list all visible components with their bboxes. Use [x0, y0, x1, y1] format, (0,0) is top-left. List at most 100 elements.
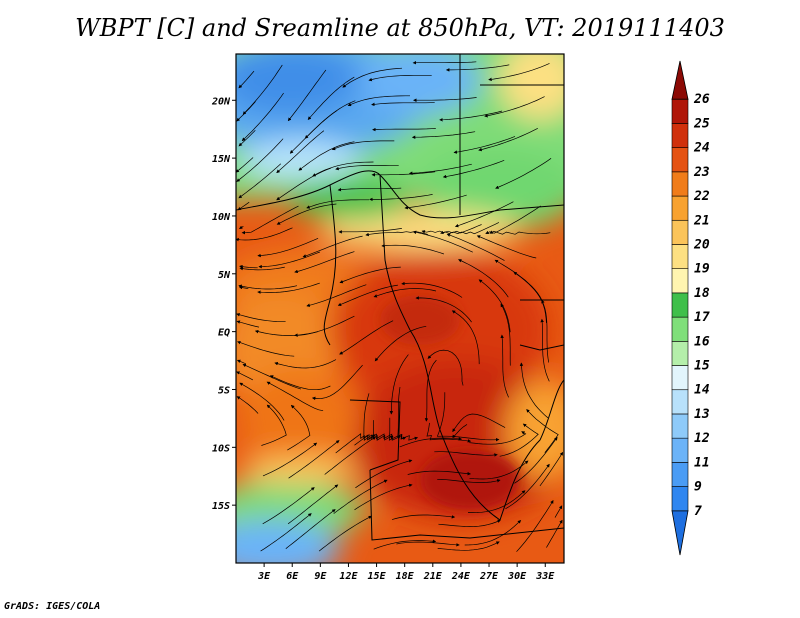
streamline	[407, 470, 471, 476]
streamline	[499, 423, 539, 457]
streamlines	[236, 60, 564, 552]
colorbar-label: 25	[693, 116, 710, 131]
longitude-axis: 3E 6E 9E 12E 15E 18E 21E 24E 27E 30E 33E	[257, 563, 555, 582]
streamline	[354, 483, 413, 511]
colorbar-swatch	[671, 268, 689, 294]
colorbar-label: 21	[693, 213, 710, 228]
streamline	[513, 271, 547, 323]
streamline	[304, 100, 356, 139]
streamline	[257, 282, 320, 294]
streamline	[335, 164, 399, 171]
colorbar-label: 16	[694, 334, 710, 349]
streamline	[258, 251, 321, 269]
lon-tick-label: 6E	[286, 571, 299, 582]
streamline	[446, 233, 505, 261]
colorbar-label: 15	[694, 359, 710, 374]
colorbar-label: 12	[694, 431, 710, 446]
colorbar-label: 13	[694, 407, 710, 422]
colorbar-swatch	[671, 219, 689, 245]
streamline	[239, 382, 285, 421]
streamline	[411, 131, 476, 139]
streamline	[369, 194, 433, 202]
lat-tick-label: 5N	[218, 270, 231, 281]
wbpt-shading	[236, 54, 564, 563]
streamline	[388, 417, 419, 441]
latitude-axis: 20N 15N 10N 5N EQ 5S 10S 15S	[211, 96, 236, 512]
streamline	[500, 303, 511, 366]
streamline	[519, 362, 549, 419]
colorbar-swatch	[671, 147, 689, 173]
streamline	[236, 157, 254, 173]
streamline	[257, 237, 319, 258]
streamline	[302, 235, 363, 258]
colorbar-swatch	[671, 171, 689, 197]
colorbar-swatch	[671, 389, 689, 415]
colorbar-label: 7	[694, 504, 702, 519]
streamline	[408, 163, 472, 175]
streamline	[371, 102, 435, 107]
streamline	[237, 201, 250, 211]
streamline	[342, 67, 403, 88]
streamline	[458, 259, 509, 298]
colorbar-label: 23	[693, 165, 710, 180]
lat-tick-label: 15N	[212, 154, 231, 165]
streamline	[298, 141, 355, 171]
streamline	[476, 235, 537, 259]
streamline	[495, 158, 552, 189]
colorbar-swatch	[671, 292, 689, 318]
lon-tick-label: 24E	[451, 571, 471, 582]
colorbar-low-arrow	[671, 510, 689, 556]
streamline	[239, 264, 258, 269]
streamline	[261, 404, 287, 446]
streamline	[262, 487, 315, 525]
lat-tick-label: EQ	[218, 328, 230, 339]
streamline	[260, 513, 312, 552]
colorbar-swatch	[671, 341, 689, 366]
streamline	[464, 520, 522, 546]
colorbar-label: 22	[693, 189, 710, 204]
streamline	[391, 514, 456, 520]
colorbar-swatch	[671, 123, 689, 148]
streamline	[339, 320, 394, 355]
streamline	[485, 205, 541, 234]
streamline	[241, 205, 299, 235]
streamline	[389, 354, 409, 415]
streamline	[238, 130, 256, 147]
streamline	[294, 251, 355, 274]
streamline	[484, 96, 545, 118]
streamline	[288, 440, 340, 479]
colorbar-label: 26	[693, 92, 710, 107]
streamline	[236, 396, 259, 414]
streamline	[238, 70, 255, 89]
streamline	[505, 463, 550, 510]
colorbar-high-arrow	[671, 60, 689, 100]
colorbar-label: 14	[694, 383, 710, 398]
streamline	[440, 222, 500, 235]
grads-credit: GrADS: IGES/COLA	[4, 601, 101, 612]
streamline	[453, 136, 516, 154]
streamline	[412, 230, 473, 253]
streamline	[469, 431, 527, 445]
colorbar-swatch	[671, 462, 689, 487]
streamline	[307, 76, 355, 121]
lat-tick-label: 15S	[212, 501, 230, 512]
streamline	[285, 509, 336, 549]
streamline	[437, 478, 501, 483]
lon-tick-label: 12E	[339, 571, 358, 582]
streamline	[415, 296, 472, 323]
streamline	[500, 334, 509, 398]
streamline	[276, 203, 337, 225]
streamline	[546, 519, 563, 548]
streamline	[373, 288, 437, 298]
colorbar-label: 17	[694, 310, 710, 325]
streamline	[237, 340, 295, 357]
streamline	[421, 224, 482, 234]
lon-tick-label: 30E	[507, 571, 527, 582]
streamline	[331, 140, 395, 151]
streamline	[442, 159, 505, 179]
colorbar-swatch	[671, 244, 689, 269]
streamline	[236, 359, 247, 365]
colorbar-label: 18	[694, 286, 710, 301]
plot-title: WBPT [C] and Sreamline at 850hPa, VT: 20…	[75, 14, 725, 42]
